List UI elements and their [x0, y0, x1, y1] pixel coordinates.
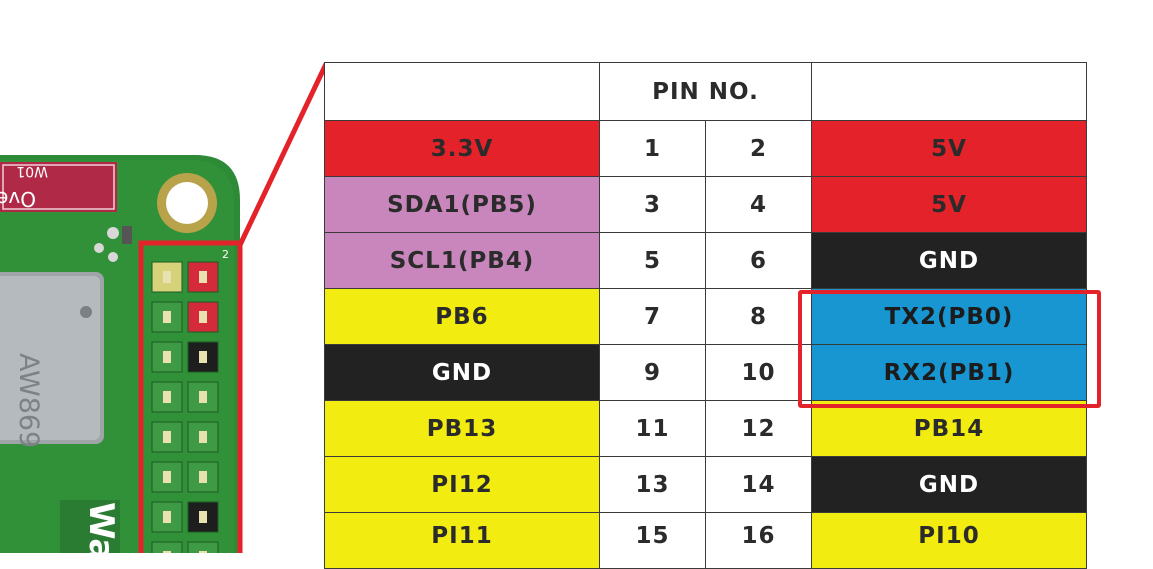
- right-function: RX2(PB1): [811, 344, 1087, 401]
- pin-row: SCL1(PB4) 5 6 GND: [324, 232, 1087, 289]
- pin-row: PI11 15 16 PI10: [324, 512, 1087, 569]
- sticker: [0, 162, 117, 212]
- pin-number: 10: [705, 344, 812, 401]
- pin-number: 9: [599, 344, 706, 401]
- left-function: SDA1(PB5): [324, 176, 600, 233]
- right-function: PB14: [811, 400, 1087, 457]
- pin-number: 1: [599, 120, 706, 177]
- header-pin-tip: [199, 471, 207, 483]
- header-blank-right: [811, 62, 1087, 121]
- pin-row: PB13 11 12 PB14: [324, 400, 1087, 457]
- header-pin-tip: [199, 511, 207, 523]
- pin-row: PB6 7 8 TX2(PB0): [324, 288, 1087, 345]
- header-pin-tip: [163, 471, 171, 483]
- callout-line: [237, 62, 329, 247]
- pin-number: 7: [599, 288, 706, 345]
- header-pin-tip: [163, 311, 171, 323]
- pin-number: 15: [599, 512, 706, 569]
- header-pin-tip: [163, 391, 171, 403]
- header-pin-tip: [163, 351, 171, 363]
- pin-number: 13: [599, 456, 706, 513]
- right-function: GND: [811, 456, 1087, 513]
- left-function: PI12: [324, 456, 600, 513]
- pin-number: 3: [599, 176, 706, 233]
- board-photo: OverAir W01 AW869 Wa 2: [0, 62, 329, 553]
- header-pin-tip: [163, 511, 171, 523]
- header-pin-tip: [199, 431, 207, 443]
- pin-row: SDA1(PB5) 3 4 5V: [324, 176, 1087, 233]
- right-function: 5V: [811, 120, 1087, 177]
- left-function: GND: [324, 344, 600, 401]
- pin-number: 4: [705, 176, 812, 233]
- uart-highlight-box: [798, 290, 1101, 408]
- pin-number: 2: [705, 120, 812, 177]
- header-highlight-box: [138, 240, 243, 553]
- pin-number: 5: [599, 232, 706, 289]
- pin-header: [151, 261, 219, 553]
- pin-number: 8: [705, 288, 812, 345]
- silk-pin-label: 2: [222, 248, 229, 261]
- pin-number: 12: [705, 400, 812, 457]
- pin-no-header: PIN NO.: [599, 62, 812, 121]
- chip-label: AW869: [13, 353, 44, 448]
- header-pin-tip: [199, 551, 207, 553]
- pin-row: GND 9 10 RX2(PB1): [324, 344, 1087, 401]
- sticker-text: OverAir: [0, 187, 36, 211]
- header-pin-tip: [163, 271, 171, 283]
- pin-row: 3.3V 1 2 5V: [324, 120, 1087, 177]
- pin-number: 11: [599, 400, 706, 457]
- right-function: TX2(PB0): [811, 288, 1087, 345]
- pin-number: 14: [705, 456, 812, 513]
- header-pin-tip: [163, 551, 171, 553]
- header-pin-tip: [163, 431, 171, 443]
- edge-text: Wa: [81, 502, 121, 553]
- left-function: 3.3V: [324, 120, 600, 177]
- pin-row: PI12 13 14 GND: [324, 456, 1087, 513]
- right-function: 5V: [811, 176, 1087, 233]
- left-function: PB6: [324, 288, 600, 345]
- header-pin-tip: [199, 311, 207, 323]
- pin-number: 6: [705, 232, 812, 289]
- header-pin-tip: [199, 271, 207, 283]
- right-function: PI10: [811, 512, 1087, 569]
- left-function: PI11: [324, 512, 600, 569]
- header-blank-left: [324, 62, 600, 121]
- sticker-subtext: W01: [16, 163, 48, 179]
- header-pin-odd: [151, 541, 183, 553]
- header-row: PIN NO.: [324, 62, 1087, 121]
- header-pin-even: [187, 541, 219, 553]
- left-function: PB13: [324, 400, 600, 457]
- left-function: SCL1(PB4): [324, 232, 600, 289]
- pin-table: PIN NO. 3.3V 1 2 5V SDA1(PB5) 3 4 5V SCL…: [324, 62, 1087, 569]
- pin-number: 16: [705, 512, 812, 569]
- header-pin-tip: [199, 351, 207, 363]
- right-function: GND: [811, 232, 1087, 289]
- header-pin-tip: [199, 391, 207, 403]
